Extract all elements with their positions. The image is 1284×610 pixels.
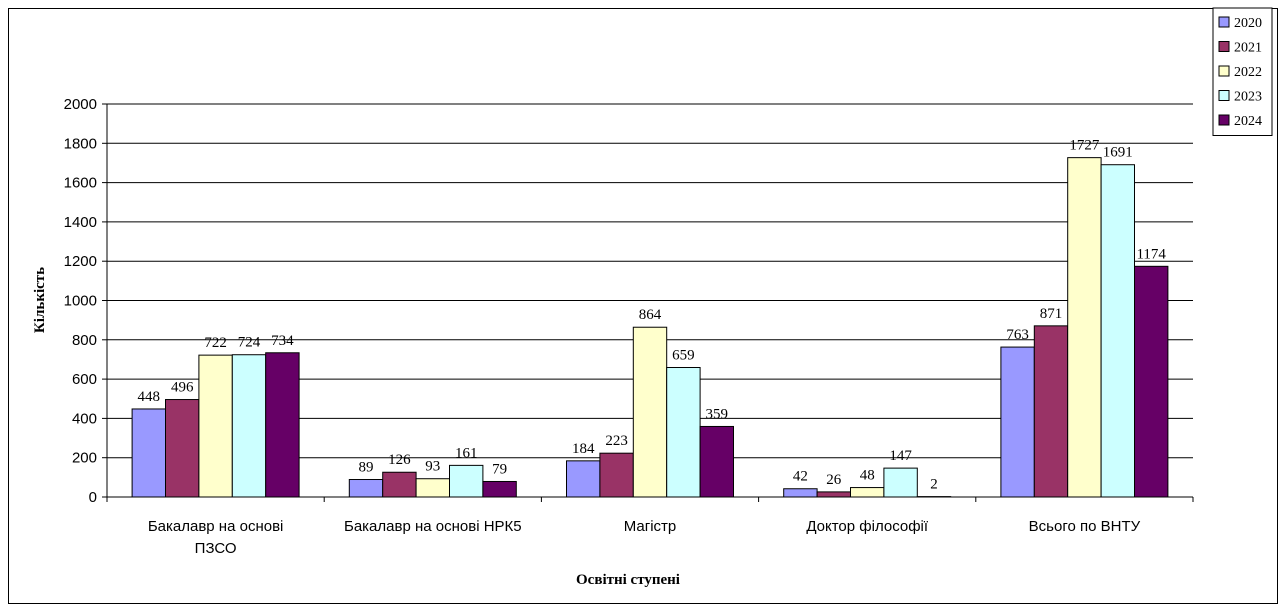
bar-2024 xyxy=(265,352,300,498)
data-label: 223 xyxy=(605,433,628,449)
data-label: 161 xyxy=(455,445,478,461)
bar-2023 xyxy=(1100,164,1135,498)
y-tick-label: 1800 xyxy=(64,135,97,152)
bar-2021 xyxy=(1033,325,1069,498)
bar-2023 xyxy=(231,354,267,498)
x-tick-label: Всього по ВНТУ xyxy=(1029,518,1141,535)
x-tick-label: Доктор філософії xyxy=(806,518,929,535)
legend-label-2022: 2022 xyxy=(1234,65,1262,80)
data-label: 48 xyxy=(860,468,875,484)
y-tick-label: 0 xyxy=(89,489,97,506)
data-label: 79 xyxy=(492,461,507,477)
bar-2022 xyxy=(1067,157,1102,498)
bar-2022 xyxy=(850,487,885,498)
bar-2023 xyxy=(883,467,918,498)
legend-label-2021: 2021 xyxy=(1234,41,1262,56)
legend-swatch-2023 xyxy=(1218,90,1230,101)
data-label: 147 xyxy=(889,448,912,464)
data-label: 184 xyxy=(572,441,595,457)
bar-2020 xyxy=(783,488,818,498)
bar-2022 xyxy=(198,354,233,498)
data-labels: 448 496 722 724 734 89 126 93 161 79 184 223 864 659 3… xyxy=(138,138,1167,493)
data-label: 1691 xyxy=(1103,145,1133,161)
data-label: 722 xyxy=(204,335,227,351)
data-label: 448 xyxy=(138,389,161,405)
legend-swatch-2024 xyxy=(1218,114,1230,126)
bar-2024 xyxy=(1134,265,1169,498)
y-tick-label: 1200 xyxy=(64,253,97,270)
x-axis-title: Освітні ступені xyxy=(576,572,680,588)
axes: 0 200 400 600 800 1000 1200 1400 1600 1800 2000 Бак… xyxy=(64,96,1194,557)
y-tick-label: 800 xyxy=(72,332,97,349)
bar-2023 xyxy=(449,464,484,498)
legend-label-2023: 2023 xyxy=(1234,90,1262,105)
y-tick-label: 1600 xyxy=(64,175,97,192)
y-tick-label: 200 xyxy=(72,450,97,467)
bar-2020 xyxy=(131,408,167,498)
y-tick-label: 1000 xyxy=(64,293,97,310)
chart-frame xyxy=(8,8,1278,604)
bar-2024 xyxy=(482,480,517,498)
legend-label-2020: 2020 xyxy=(1234,16,1262,31)
data-label: 2 xyxy=(930,477,938,493)
legend-swatch-2022 xyxy=(1218,65,1230,77)
data-label: 93 xyxy=(425,459,440,475)
data-label: 1174 xyxy=(1136,246,1166,262)
legend-swatch-2021 xyxy=(1218,41,1230,52)
data-label: 26 xyxy=(826,472,842,488)
bar-2021 xyxy=(382,471,417,498)
data-label: 871 xyxy=(1040,306,1063,322)
bar-2022 xyxy=(415,478,451,498)
bar-2023 xyxy=(666,367,701,498)
y-tick-label: 2000 xyxy=(64,96,97,113)
legend-label-2024: 2024 xyxy=(1234,114,1262,129)
bar-2021 xyxy=(599,452,634,498)
bar-2022 xyxy=(632,326,668,498)
legend-swatch-2020 xyxy=(1218,16,1230,28)
bar-2020 xyxy=(1000,346,1035,498)
x-tick-label: Бакалавр на основі НРК5 xyxy=(344,518,522,535)
y-tick-label: 1400 xyxy=(64,214,97,231)
data-label: 496 xyxy=(171,380,194,396)
bar-2021 xyxy=(816,491,851,498)
data-label: 864 xyxy=(639,307,662,323)
data-label: 734 xyxy=(271,333,294,349)
data-label: 42 xyxy=(793,469,808,485)
data-label: 763 xyxy=(1006,327,1029,343)
bar-2020 xyxy=(566,460,601,498)
y-tick-label: 600 xyxy=(72,371,97,388)
data-label: 724 xyxy=(238,335,261,351)
bar-2020 xyxy=(348,479,384,498)
bar-2024 xyxy=(699,425,734,498)
x-tick-label: Магістр xyxy=(624,518,677,535)
data-label: 1727 xyxy=(1069,138,1100,154)
data-label: 659 xyxy=(672,348,695,364)
y-tick-label: 400 xyxy=(72,410,97,427)
data-label: 126 xyxy=(388,452,411,468)
x-tick-label: Бакалавр на основі xyxy=(148,518,284,535)
data-label: 359 xyxy=(706,406,729,422)
y-axis-title: Кількість xyxy=(32,267,48,333)
legend: 2020 2021 2022 2023 2024 xyxy=(1212,7,1273,136)
data-label: 89 xyxy=(359,460,374,476)
bar-2021 xyxy=(165,399,200,498)
x-tick-label: ПЗСО xyxy=(195,540,237,557)
